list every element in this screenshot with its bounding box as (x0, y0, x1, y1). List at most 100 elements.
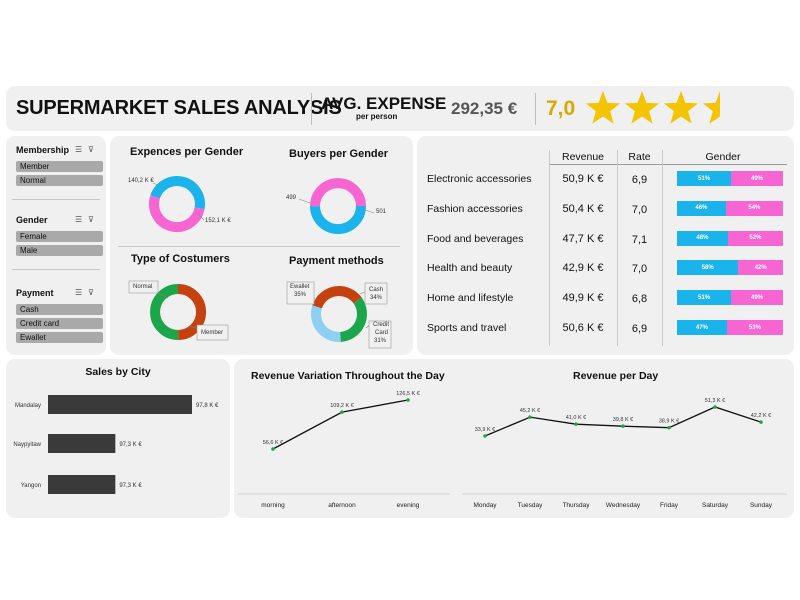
time-chart-title: Revenue Variation Throughout the Day (251, 370, 445, 382)
expenses-female-label: 152,1 K € (205, 218, 231, 224)
table-row-category: Health and beauty (427, 262, 513, 275)
table-col-line-3 (662, 150, 663, 346)
city-value-label: 97,3 K € (119, 442, 142, 448)
city-bar (48, 434, 116, 453)
header-divider (311, 93, 312, 125)
gender-female-segment: 54% (725, 200, 783, 216)
city-value-label: 97,3 K € (119, 483, 142, 489)
clear-filter-icon[interactable]: ⊽ (88, 145, 94, 154)
table-header-revenue: Revenue (561, 151, 605, 163)
gender-split-bar: 58% 42% (677, 260, 783, 276)
slicer-item[interactable]: Credit card (16, 318, 103, 329)
data-point (406, 398, 410, 402)
gender-male-segment: 58% (677, 260, 739, 276)
table-row-category: Sports and travel (427, 322, 507, 334)
gender-male-segment: 47% (677, 320, 727, 335)
x-tick-label: evening (397, 502, 420, 509)
payment-card-label: Card (375, 330, 389, 336)
table-row-revenue: 50,6 K € (562, 322, 604, 334)
table-row-category: Electronic accessories (427, 173, 532, 185)
buyers-female-label: 501 (376, 209, 387, 215)
data-label: 45,2 K € (520, 408, 541, 414)
gender-female-segment: 49% (731, 290, 783, 306)
star-icon (585, 91, 621, 124)
payment-cash-label: Cash (369, 287, 384, 293)
table-row-category: Food and beverages (427, 232, 524, 245)
table-row-category: Fashion accessories (427, 202, 523, 215)
data-label: 126,5 K € (396, 391, 420, 397)
multi-select-icon[interactable]: ☰ (75, 288, 83, 297)
customers-member-label: Member (201, 330, 224, 336)
table-row-rate: 7,1 (631, 233, 648, 246)
slicer-item[interactable]: Male (16, 245, 103, 256)
avg-expense-label: AVG. EXPENSE (321, 94, 447, 113)
gender-split-bar: 48% 52% (677, 230, 783, 246)
payment-credit-pct: 31% (374, 338, 387, 344)
expenses-male-label: 140,2 K € (128, 178, 154, 184)
multi-select-icon[interactable]: ☰ (75, 215, 83, 224)
slicer-item[interactable]: Member (16, 161, 103, 172)
table-header-rate: Rate (628, 151, 651, 163)
x-tick-label: afternoon (328, 502, 356, 509)
data-point (483, 434, 487, 438)
multi-select-icon[interactable]: ☰ (75, 145, 83, 154)
data-point (271, 447, 275, 451)
header-divider-2 (535, 93, 536, 125)
data-point (340, 410, 344, 414)
payment-ewallet-label: Ewallet (290, 284, 310, 290)
table-row-revenue: 47,7 K € (562, 232, 604, 245)
x-tick-label: Thursday (562, 502, 590, 509)
table-row-rate: 6,8 (631, 293, 648, 306)
expenses-gender-title: Expences per Gender (130, 146, 244, 158)
donut-slice (339, 297, 367, 342)
gender-split-bar: 46% 54% (677, 200, 783, 216)
clear-filter-icon[interactable]: ⊽ (88, 215, 94, 224)
donut-slice (310, 205, 367, 234)
table-col-line-2 (617, 150, 618, 346)
payment-methods-title: Payment methods (289, 255, 384, 267)
slicer-title: Payment (16, 288, 54, 298)
x-tick-label: Saturday (702, 502, 729, 509)
table-row-category: Home and lifestyle (427, 292, 514, 305)
gender-female-segment: 42% (738, 260, 783, 276)
revenue-panel (234, 359, 794, 518)
slicer-title: Membership (16, 145, 70, 155)
donut-slice (309, 178, 366, 207)
rating-stars (585, 91, 720, 124)
star-icon (624, 91, 660, 124)
data-label: 56,6 K € (263, 440, 284, 446)
data-point (574, 422, 578, 426)
donut-charts (128, 176, 392, 349)
donut-slice (149, 195, 205, 233)
data-label: 109,2 K € (330, 403, 354, 409)
slicer-item[interactable]: Cash (16, 304, 103, 315)
city-chart-title: Sales by City (85, 366, 151, 378)
city-bar (48, 475, 116, 494)
data-point (621, 424, 625, 428)
dashboard-title: SUPERMARKET SALES ANALYSIS (16, 97, 342, 119)
slicer-item[interactable]: Ewallet (16, 332, 103, 343)
city-category-label: Mandalay (15, 403, 41, 409)
data-point (528, 415, 532, 419)
star-icon (663, 91, 699, 124)
payment-cash-pct: 34% (370, 295, 383, 301)
city-category-label: Yangon (21, 483, 41, 489)
clear-filter-icon[interactable]: ⊽ (88, 288, 94, 297)
gender-male-segment: 51% (677, 171, 732, 186)
slicer-item[interactable]: Female (16, 231, 103, 242)
gender-split-bar: 51% 49% (677, 171, 783, 186)
day-chart-title: Revenue per Day (573, 370, 659, 382)
header-panel (6, 86, 794, 131)
gender-female-segment: 52% (727, 230, 783, 246)
donut-divider (118, 246, 400, 247)
city-panel (6, 359, 230, 518)
gender-female-segment: 49% (731, 171, 783, 186)
avg-expense-value: 292,35 € (451, 99, 518, 118)
city-bar (48, 395, 192, 414)
city-bar-chart: Mandalay 97,8 K € Naypyitaw 97,3 K € Yangon 9… (13, 395, 219, 494)
data-label: 42,2 K € (751, 413, 772, 419)
table-col-line-1 (549, 150, 550, 346)
customers-normal-label: Normal (133, 284, 153, 290)
slicer-item[interactable]: Normal (16, 175, 103, 186)
city-value-label: 97,8 K € (196, 403, 219, 409)
